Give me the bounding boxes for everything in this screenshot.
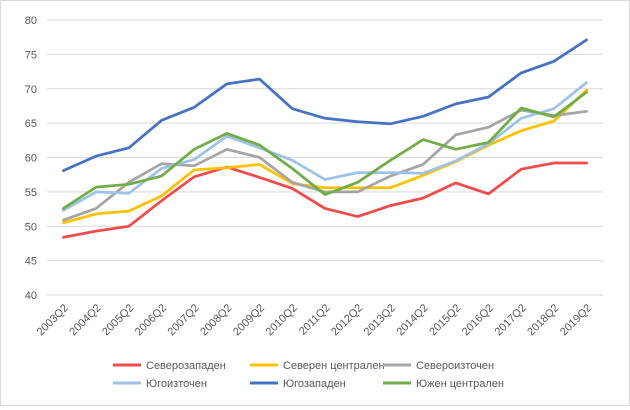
x-tick-label: 2004Q2 — [67, 302, 103, 338]
series-line — [62, 38, 588, 172]
x-tick-label: 2019Q2 — [558, 302, 594, 338]
x-tick-label: 2013Q2 — [362, 302, 398, 338]
legend-label: Северен централен — [283, 360, 385, 372]
legend-label: Югоизточен — [146, 378, 207, 390]
legend-label: Южен централен — [416, 378, 504, 390]
x-tick-label: 2005Q2 — [100, 302, 136, 338]
y-tick-label: 55 — [25, 187, 37, 199]
x-tick-label: 2006Q2 — [133, 302, 169, 338]
x-tick-label: 2012Q2 — [329, 302, 365, 338]
x-axis: 2003Q22004Q22005Q22006Q22007Q22008Q22009… — [35, 302, 594, 338]
y-axis: 40 45 50 55 60 65 70 75 80 — [25, 15, 37, 302]
series-line — [62, 108, 588, 222]
legend-label: Северозападен — [146, 360, 226, 372]
y-tick-label: 65 — [25, 118, 37, 130]
x-tick-label: 2016Q2 — [460, 302, 496, 338]
x-tick-label: 2018Q2 — [525, 302, 561, 338]
x-tick-label: 2010Q2 — [264, 302, 300, 338]
series-line — [62, 81, 588, 212]
series-line — [62, 90, 588, 210]
x-tick-label: 2008Q2 — [198, 302, 234, 338]
series-line — [62, 161, 588, 239]
series-line — [62, 88, 588, 225]
y-tick-label: 60 — [25, 153, 37, 165]
y-tick-label: 80 — [25, 15, 37, 27]
y-tick-label: 75 — [25, 49, 37, 61]
x-tick-label: 2011Q2 — [297, 302, 333, 338]
legend-label: Североизточен — [416, 360, 494, 372]
x-tick-label: 2015Q2 — [427, 302, 463, 338]
series-lines — [62, 38, 588, 239]
x-tick-label: 2014Q2 — [395, 302, 431, 338]
gridlines — [47, 19, 603, 296]
y-tick-label: 45 — [25, 256, 37, 268]
y-tick-label: 70 — [25, 84, 37, 96]
x-tick-label: 2017Q2 — [493, 302, 529, 338]
x-tick-label: 2007Q2 — [166, 302, 202, 338]
legend: Северозападен Северен централен Североизто… — [113, 360, 504, 390]
y-tick-label: 50 — [25, 221, 37, 233]
x-tick-label: 2003Q2 — [35, 302, 71, 338]
legend-label: Югозападен — [283, 378, 346, 390]
x-tick-label: 2009Q2 — [231, 302, 267, 338]
y-tick-label: 40 — [25, 290, 37, 302]
